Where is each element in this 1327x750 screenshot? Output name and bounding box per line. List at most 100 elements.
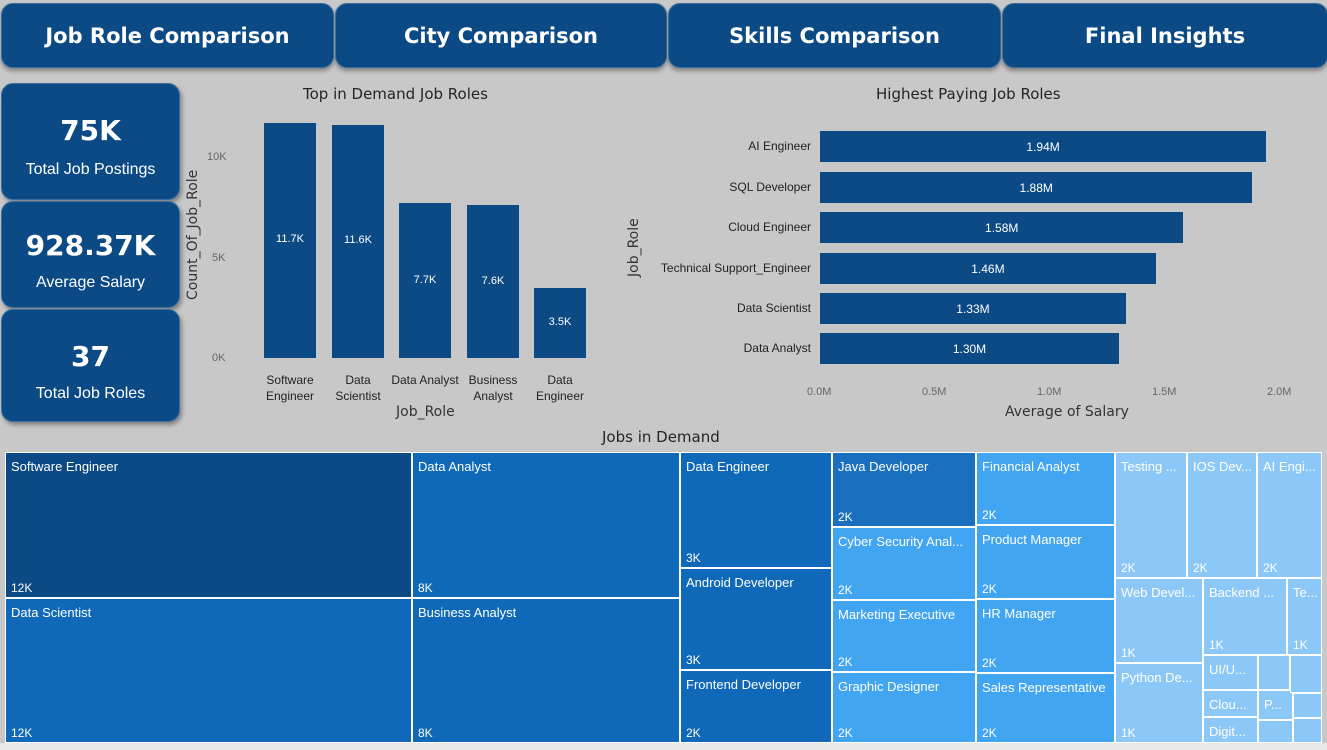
- treemap-cell-value: 8K: [418, 581, 433, 595]
- kpi-label: Total Job Roles: [35, 385, 146, 402]
- treemap-cell-value: 2K: [838, 655, 853, 669]
- treemap-cell[interactable]: Android Developer 3K: [680, 568, 832, 670]
- kpi-label: Average Salary: [35, 274, 146, 291]
- y-tick-label: Technical Support_Engineer: [660, 261, 811, 275]
- treemap-cell-label: AI Engi...: [1263, 459, 1316, 474]
- treemap-cell[interactable]: Marketing Executive 2K: [832, 600, 976, 672]
- bar[interactable]: 1.88M: [820, 172, 1253, 203]
- bar-data-label: 11.7K: [276, 233, 304, 246]
- treemap-cell[interactable]: Data Analyst 8K: [412, 452, 680, 598]
- kpi-total-job-postings: 75K Total Job Postings: [1, 83, 180, 200]
- bar-data-label: 1.94M: [1026, 140, 1060, 154]
- treemap-cell-value: 2K: [1193, 561, 1208, 575]
- treemap-cell[interactable]: IOS Dev... 2K: [1187, 452, 1257, 578]
- treemap-cell-label: Product Manager: [982, 532, 1082, 547]
- treemap-cell[interactable]: Data Scientist 12K: [5, 598, 412, 743]
- bar[interactable]: [467, 205, 519, 358]
- treemap-cell[interactable]: Cyber Security Anal... 2K: [832, 527, 976, 600]
- treemap-title: Jobs in Demand: [602, 428, 720, 446]
- treemap-cell-value: 12K: [11, 726, 33, 740]
- x-axis-title: Average of Salary: [1005, 404, 1129, 420]
- treemap-cell-label: IOS Dev...: [1193, 459, 1252, 474]
- x-tick-label: Data Analyst: [391, 373, 459, 387]
- treemap-cell[interactable]: Frontend Developer 2K: [680, 670, 832, 743]
- chart-title: Highest Paying Job Roles: [876, 85, 1061, 103]
- treemap-cell-value: 2K: [1263, 561, 1278, 575]
- bar-data-label: 1.88M: [1019, 181, 1053, 195]
- treemap-cell[interactable]: Financial Analyst 2K: [976, 452, 1115, 525]
- x-tick: 1.5M: [1152, 386, 1177, 398]
- treemap-cell[interactable]: [1258, 720, 1293, 743]
- treemap-cell[interactable]: UI/U...: [1203, 655, 1258, 690]
- kpi-average-salary: 928.37K Average Salary: [1, 201, 180, 308]
- treemap-cell[interactable]: Business Analyst 8K: [412, 598, 680, 743]
- y-axis-title: Job_Role: [626, 218, 642, 277]
- kpi-total-job-roles: 37 Total Job Roles: [1, 309, 180, 422]
- treemap-cell-label: UI/U...: [1209, 662, 1246, 677]
- treemap-cell-value: 12K: [11, 581, 33, 595]
- treemap-cell[interactable]: Data Engineer 3K: [680, 452, 832, 568]
- treemap-cell[interactable]: Digit...: [1203, 717, 1258, 743]
- treemap-cell-label: Cyber Security Anal...: [838, 534, 963, 549]
- treemap-cell-label: Data Scientist: [11, 605, 92, 620]
- treemap-cell[interactable]: [1293, 718, 1322, 743]
- treemap-cell[interactable]: HR Manager 2K: [976, 599, 1115, 673]
- treemap-cell[interactable]: Web Devel... 1K: [1115, 578, 1203, 663]
- tab-final-insights[interactable]: Final Insights: [1002, 3, 1327, 68]
- treemap-cell[interactable]: P...: [1258, 690, 1293, 720]
- kpi-value: 37: [71, 340, 110, 373]
- treemap-cell[interactable]: Software Engineer 12K: [5, 452, 412, 598]
- treemap-cell[interactable]: [1290, 655, 1322, 693]
- treemap-cell[interactable]: [1293, 693, 1322, 718]
- treemap-cell[interactable]: Backend ... 1K: [1203, 578, 1287, 655]
- treemap-cell-label: Data Engineer: [686, 459, 770, 474]
- bar[interactable]: 1.94M: [820, 131, 1267, 162]
- treemap-cell-label: Web Devel...: [1121, 585, 1196, 600]
- bar[interactable]: [332, 124, 384, 358]
- bar-data-label: 1.46M: [971, 262, 1005, 276]
- x-tick-label: Software Engineer: [265, 373, 315, 403]
- treemap-cell[interactable]: Te... 1K: [1287, 578, 1322, 655]
- y-tick: 10K: [207, 151, 227, 163]
- tab-city-comparison[interactable]: City Comparison: [335, 3, 667, 68]
- x-tick: 2.0M: [1267, 386, 1292, 398]
- x-tick: 0.0M: [807, 386, 832, 398]
- treemap-cell[interactable]: Sales Representative 2K: [976, 673, 1115, 743]
- bar[interactable]: [264, 122, 316, 358]
- treemap-cell[interactable]: Clou...: [1203, 690, 1258, 717]
- y-axis-title: Count_Of_Job_Role: [185, 169, 201, 300]
- bar[interactable]: 1.33M: [820, 293, 1126, 324]
- y-tick-label: Data Scientist: [736, 301, 811, 315]
- treemap-cell-value: 2K: [1121, 561, 1136, 575]
- treemap-cell[interactable]: [1258, 655, 1290, 690]
- bar[interactable]: [534, 287, 586, 358]
- bar[interactable]: 1.46M: [820, 253, 1156, 284]
- bar-data-label: 11.6K: [344, 234, 372, 247]
- treemap-cell[interactable]: Graphic Designer 2K: [832, 672, 976, 743]
- bar-data-label: 7.6K: [481, 274, 505, 287]
- treemap-cell-value: 2K: [838, 510, 853, 524]
- treemap-cell-label: Financial Analyst: [982, 459, 1080, 474]
- chart-title: Top in Demand Job Roles: [303, 85, 488, 103]
- bar[interactable]: 1.30M: [820, 333, 1119, 364]
- treemap-cell-value: 2K: [982, 508, 997, 522]
- x-tick-label: Data Engineer: [535, 373, 585, 403]
- treemap-cell-label: Frontend Developer: [686, 677, 801, 692]
- treemap-cell[interactable]: Java Developer 2K: [832, 452, 976, 527]
- bar-data-label: 7.7K: [413, 273, 437, 286]
- x-tick-label: Business Analyst: [468, 373, 518, 403]
- bar-data-label: 1.58M: [985, 221, 1019, 235]
- treemap-cell[interactable]: Product Manager 2K: [976, 525, 1115, 599]
- treemap-cell[interactable]: Python De... 1K: [1115, 663, 1203, 743]
- treemap-cell[interactable]: AI Engi... 2K: [1257, 452, 1322, 578]
- tab-job-role-comparison[interactable]: Job Role Comparison: [1, 3, 334, 68]
- tab-skills-comparison[interactable]: Skills Comparison: [668, 3, 1001, 68]
- treemap-cell-value: 2K: [982, 582, 997, 596]
- bar[interactable]: [399, 203, 451, 358]
- treemap-cell-value: 3K: [686, 551, 701, 565]
- bar[interactable]: 1.58M: [820, 212, 1184, 243]
- treemap-cell-value: 1K: [1121, 646, 1136, 660]
- treemap-cell-label: Business Analyst: [418, 605, 517, 620]
- treemap-cell[interactable]: Testing ... 2K: [1115, 452, 1187, 578]
- treemap-cell-label: Backend ...: [1209, 585, 1275, 600]
